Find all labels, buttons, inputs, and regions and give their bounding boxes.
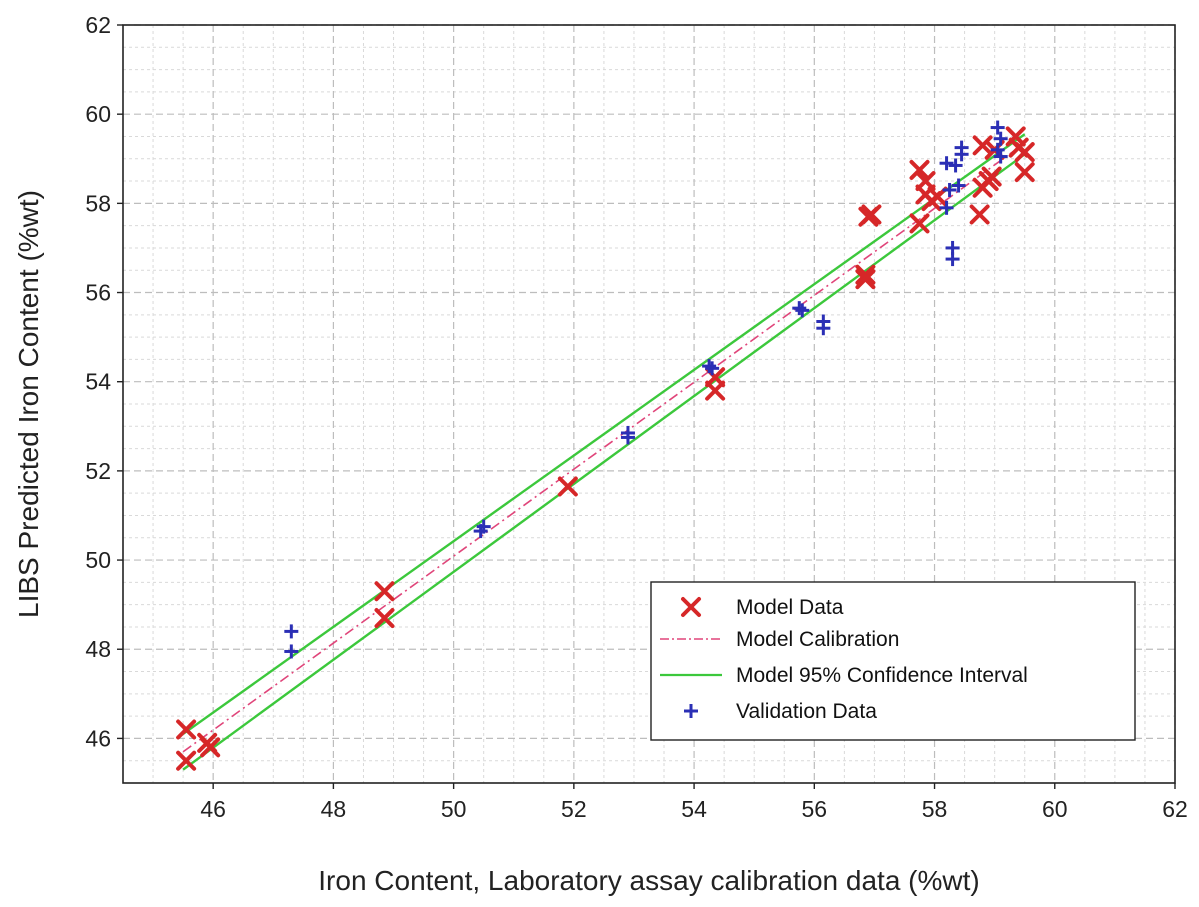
model-data-point xyxy=(374,581,395,602)
validation-data-point xyxy=(948,158,963,173)
x-stroke xyxy=(855,264,876,285)
model-data-point xyxy=(1014,162,1035,183)
x-tick-label: 46 xyxy=(200,796,226,822)
x-axis-title: Iron Content, Laboratory assay calibrati… xyxy=(318,865,979,896)
validation-data-point xyxy=(620,430,635,445)
model-data-point xyxy=(909,159,930,180)
calibration-line xyxy=(182,142,1026,753)
validation-data-points xyxy=(284,120,1008,659)
x-stroke xyxy=(176,750,197,771)
validation-data-point xyxy=(990,120,1005,135)
x-stroke xyxy=(969,204,990,225)
x-stroke xyxy=(374,608,395,629)
validation-data-point xyxy=(705,361,720,376)
model-data-point xyxy=(858,206,879,227)
legend-confidence-label: Model 95% Confidence Interval xyxy=(736,664,1028,687)
validation-data-point xyxy=(939,156,954,171)
x-tick-label: 60 xyxy=(1042,796,1068,822)
x-stroke xyxy=(855,269,876,290)
validation-data-point xyxy=(476,519,491,534)
y-tick-label: 62 xyxy=(85,12,111,38)
x-stroke xyxy=(909,213,930,234)
validation-data-point xyxy=(990,142,1005,157)
legend-calibration-label: Model Calibration xyxy=(736,628,899,651)
y-tick-label: 46 xyxy=(85,725,111,751)
calibration-line-path xyxy=(182,142,1026,753)
model-data-point xyxy=(200,737,221,758)
y-axis-title: LIBS Predicted Iron Content (%wt) xyxy=(13,190,44,618)
x-tick-label: 48 xyxy=(321,796,347,822)
model-data-point xyxy=(374,608,395,629)
x-tick-label: 54 xyxy=(681,796,707,822)
model-data-point xyxy=(705,380,726,401)
y-tick-label: 48 xyxy=(85,636,111,662)
x-stroke xyxy=(200,737,221,758)
model-data-point xyxy=(176,750,197,771)
legend-plus-marker xyxy=(684,704,698,718)
legend-x-marker xyxy=(681,597,701,617)
validation-data-point xyxy=(816,321,831,336)
y-tick-label: 52 xyxy=(85,458,111,484)
confidence-interval-lines xyxy=(182,133,1026,771)
model-data-point xyxy=(176,719,197,740)
legend-validation-label: Validation Data xyxy=(736,700,877,723)
validation-data-point xyxy=(942,182,957,197)
model-data-point xyxy=(972,135,993,156)
model-data-point xyxy=(909,213,930,234)
x-stroke xyxy=(972,135,993,156)
x-stroke xyxy=(705,380,726,401)
x-stroke xyxy=(1014,142,1035,163)
validation-data-point xyxy=(795,303,810,318)
x-stroke xyxy=(374,581,395,602)
x-tick-label: 62 xyxy=(1162,796,1188,822)
confidence-lower-line xyxy=(182,153,1026,771)
y-axis-ticks: 46 48 50 52 54 56 58 60 62 xyxy=(85,12,123,751)
legend-model-data-label: Model Data xyxy=(736,596,844,619)
x-stroke xyxy=(681,597,701,617)
y-tick-label: 54 xyxy=(85,369,111,395)
validation-data-point xyxy=(284,644,299,659)
x-stroke xyxy=(981,166,1002,187)
model-data-point xyxy=(855,269,876,290)
x-stroke xyxy=(557,476,578,497)
validation-data-point xyxy=(954,147,969,162)
x-stroke xyxy=(176,719,197,740)
validation-data-point xyxy=(993,131,1008,146)
model-data-point xyxy=(1014,142,1035,163)
x-axis-ticks: 46 48 50 52 54 56 58 60 62 xyxy=(200,783,1188,822)
validation-data-point xyxy=(939,200,954,215)
x-stroke xyxy=(858,206,879,227)
x-stroke xyxy=(909,159,930,180)
y-tick-label: 60 xyxy=(85,101,111,127)
validation-data-point xyxy=(951,178,966,193)
x-tick-label: 58 xyxy=(922,796,948,822)
y-tick-label: 58 xyxy=(85,190,111,216)
y-tick-label: 56 xyxy=(85,280,111,306)
confidence-upper-line xyxy=(182,133,1026,735)
y-tick-label: 50 xyxy=(85,547,111,573)
x-tick-label: 56 xyxy=(802,796,828,822)
validation-data-point xyxy=(945,252,960,267)
x-tick-label: 52 xyxy=(561,796,587,822)
validation-data-point xyxy=(284,624,299,639)
model-data-point xyxy=(969,204,990,225)
validation-data-point xyxy=(993,149,1008,164)
legend-box xyxy=(650,581,1136,741)
x-tick-label: 50 xyxy=(441,796,467,822)
x-stroke xyxy=(1014,162,1035,183)
legend: Model Data Model Calibration Model 95% C… xyxy=(650,581,1136,741)
validation-data-point xyxy=(792,301,807,316)
validation-data-point xyxy=(702,359,717,374)
plot-frame xyxy=(122,24,1176,784)
legend-validation-marker xyxy=(684,704,698,718)
model-data-point xyxy=(855,264,876,285)
model-data-point xyxy=(557,476,578,497)
model-data-point xyxy=(981,166,1002,187)
legend-model-data-marker xyxy=(681,597,701,617)
